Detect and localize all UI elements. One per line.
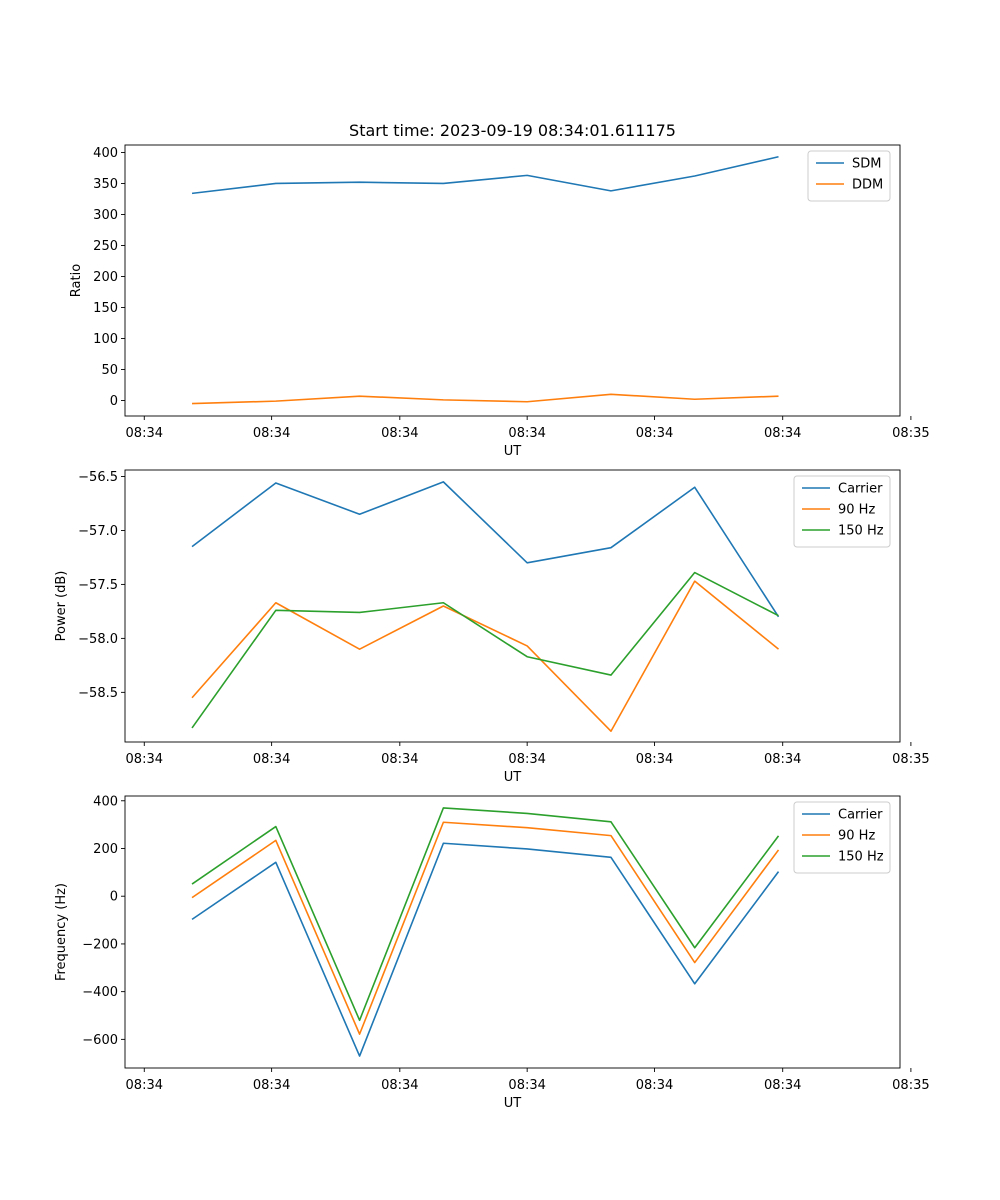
- x-axis-label: UT: [504, 444, 522, 459]
- y-tick-label: −57.0: [78, 524, 118, 539]
- legend-label: Carrier: [838, 482, 883, 497]
- x-tick-label: 08:34: [381, 752, 418, 767]
- y-tick-label: −57.5: [78, 578, 118, 593]
- y-tick-label: 0: [110, 394, 118, 409]
- legend-label: 90 Hz: [838, 829, 875, 844]
- x-tick-label: 08:34: [253, 752, 290, 767]
- series-line-150-hz: [191, 807, 780, 1022]
- x-tick-label: 08:34: [253, 1078, 290, 1093]
- y-axis-label: Power (dB): [54, 571, 69, 642]
- series-line-carrier: [191, 481, 780, 618]
- legend: SDM DDM: [807, 150, 891, 202]
- series-line-carrier: [191, 842, 780, 1057]
- x-tick-label: 08:34: [764, 752, 801, 767]
- y-tick-label: 100: [93, 332, 118, 347]
- legend-label: 90 Hz: [838, 503, 875, 518]
- x-tick-label: 08:34: [126, 426, 163, 441]
- chart-title: Start time: 2023-09-19 08:34:01.611175: [349, 121, 676, 140]
- y-tick-label: 150: [93, 301, 118, 316]
- x-tick-label: 08:34: [636, 752, 673, 767]
- axes-frame: [124, 144, 901, 417]
- series-line-90-hz: [191, 821, 780, 1035]
- legend-label: Carrier: [838, 808, 883, 823]
- x-tick-label: 08:34: [636, 426, 673, 441]
- y-tick-label: 400: [93, 794, 118, 809]
- y-axis-label: Ratio: [69, 264, 84, 297]
- y-tick-label: 350: [93, 177, 118, 192]
- series-group: [191, 481, 780, 733]
- x-tick-label: 08:34: [508, 752, 545, 767]
- series-line-150-hz: [191, 571, 779, 729]
- x-axis-label: UT: [504, 1096, 522, 1111]
- axes-frame: [124, 795, 901, 1069]
- x-tick-label: 08:35: [892, 1078, 929, 1093]
- panel-3: 08:34 08:34 08:34 08:34 08:34 08:34 08:35 −600 −…: [54, 794, 930, 1111]
- legend: Carrier 90 Hz 150 Hz: [793, 475, 891, 548]
- series-line-ddm: [192, 393, 779, 405]
- x-tick-label: 08:35: [892, 752, 929, 767]
- x-tick-label: 08:34: [126, 1078, 163, 1093]
- panel-1: Start time: 2023-09-19 08:34:01.611175 08…: [69, 121, 930, 459]
- axes-frame: [124, 469, 901, 743]
- x-tick-label: 08:34: [636, 1078, 673, 1093]
- x-tick-label: 08:34: [764, 426, 801, 441]
- y-tick-label: −58.0: [78, 632, 118, 647]
- y-tick-label: −400: [82, 985, 118, 1000]
- y-tick-label: 0: [110, 890, 118, 905]
- y-tick-label: 200: [93, 842, 118, 857]
- legend-label: 150 Hz: [838, 850, 884, 865]
- legend: Carrier 90 Hz 150 Hz: [793, 801, 891, 874]
- x-tick-label: 08:34: [381, 426, 418, 441]
- x-tick-label: 08:34: [126, 752, 163, 767]
- x-tick-label: 08:34: [381, 1078, 418, 1093]
- x-tick-label: 08:34: [764, 1078, 801, 1093]
- y-tick-label: −600: [82, 1033, 118, 1048]
- x-tick-label: 08:35: [892, 426, 929, 441]
- x-tick-label: 08:34: [253, 426, 290, 441]
- y-tick-label: 250: [93, 239, 118, 254]
- y-axis-label: Frequency (Hz): [54, 883, 69, 981]
- x-tick-label: 08:34: [508, 1078, 545, 1093]
- series-group: [191, 807, 780, 1057]
- y-tick-label: 50: [101, 363, 118, 378]
- legend-label: DDM: [852, 178, 883, 193]
- x-axis-label: UT: [504, 770, 522, 785]
- y-tick-label: 200: [93, 270, 118, 285]
- panel-2: 08:34 08:34 08:34 08:34 08:34 08:34 08:35 −58.5…: [54, 469, 930, 785]
- y-tick-label: −56.5: [78, 470, 118, 485]
- series-line-sdm: [191, 156, 779, 195]
- panels: Start time: 2023-09-19 08:34:01.611175 08…: [54, 121, 930, 1111]
- y-tick-label: −58.5: [78, 686, 118, 701]
- y-tick-label: 300: [93, 208, 118, 223]
- legend-label: SDM: [852, 157, 881, 172]
- y-tick-label: 400: [93, 146, 118, 161]
- series-group: [191, 156, 779, 405]
- legend-label: 150 Hz: [838, 524, 884, 539]
- y-tick-label: −200: [82, 937, 118, 952]
- x-tick-label: 08:34: [508, 426, 545, 441]
